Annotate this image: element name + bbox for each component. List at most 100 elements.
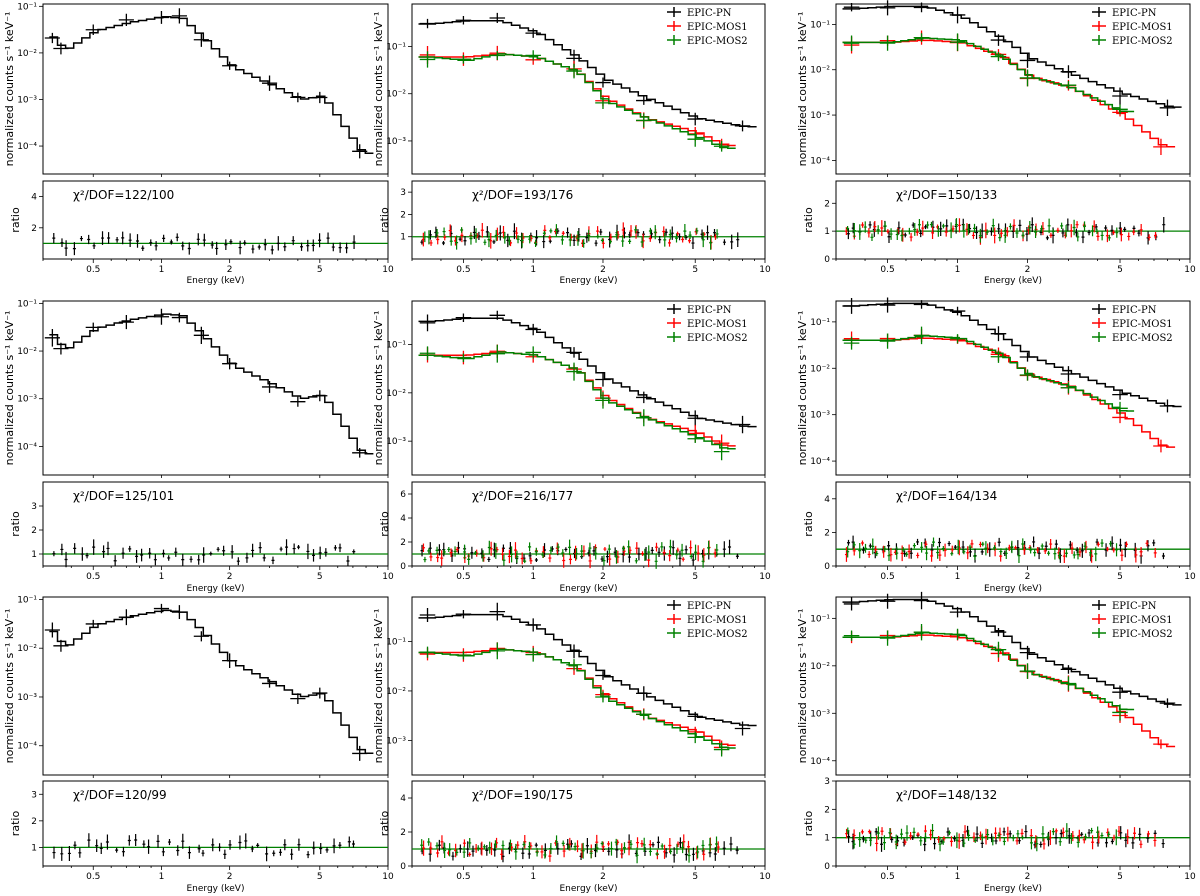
ratio-point	[324, 548, 328, 557]
ratio-point	[887, 230, 891, 244]
ratio-point	[562, 553, 566, 568]
ratio-point	[903, 232, 907, 238]
legend-marker	[667, 318, 681, 328]
ratio-point	[1107, 234, 1111, 241]
ratio-point	[1064, 549, 1068, 558]
ratio-point	[876, 225, 880, 235]
ratio-point	[141, 245, 145, 252]
ratio-point	[876, 826, 880, 840]
ratio-point	[1051, 828, 1055, 836]
ratio-point	[1072, 219, 1076, 236]
data-point	[879, 297, 896, 313]
ratio-point	[688, 231, 692, 240]
data-point	[1019, 69, 1036, 87]
data-point	[1019, 352, 1036, 362]
ratio-point	[671, 540, 675, 555]
ratio-point	[482, 844, 486, 850]
ratio-point	[971, 231, 975, 239]
ratio-point	[489, 232, 493, 249]
ratio-point	[852, 839, 856, 849]
ratio-point	[423, 231, 427, 243]
spectrum-ylabel: normalized counts s⁻¹ keV⁻¹	[372, 609, 385, 764]
ratio-point	[938, 549, 942, 562]
ratio-point	[345, 242, 349, 254]
ratio-point	[1059, 829, 1063, 838]
ratio-point	[1105, 229, 1109, 243]
data-point	[171, 312, 187, 323]
ratio-point	[681, 841, 685, 854]
ratio-point	[209, 551, 213, 556]
ratio-point	[915, 228, 919, 236]
y-tick-label: 10⁻¹	[386, 341, 406, 351]
ratio-point	[595, 843, 599, 853]
x-tick-label: 0.5	[456, 265, 470, 275]
data-point	[1153, 739, 1169, 749]
ratio-point	[729, 836, 733, 852]
ratio-point	[487, 232, 491, 248]
ratio-point	[181, 553, 185, 566]
ratio-point	[463, 235, 467, 246]
model-curve-data	[49, 313, 374, 455]
ratio-frame	[42, 180, 389, 260]
x-tick-label: 2	[227, 572, 233, 582]
y-tick-label: 0	[400, 862, 406, 872]
ratio-point	[984, 828, 988, 845]
ratio-point	[250, 845, 254, 853]
ratio-point	[1036, 546, 1040, 554]
ratio-point	[175, 233, 179, 242]
ratio-point	[860, 540, 864, 546]
ratio-point	[942, 836, 946, 842]
ratio-point	[541, 552, 545, 559]
ratio-point	[67, 845, 71, 861]
data-point	[455, 55, 472, 64]
ratio-point	[488, 841, 492, 854]
x-tick-label: 2	[227, 265, 233, 275]
legend-label: EPIC-PN	[1112, 8, 1157, 19]
data-point	[566, 644, 582, 659]
ratio-point	[933, 837, 937, 850]
data-point	[153, 603, 170, 614]
data-point	[419, 314, 436, 332]
data-point	[419, 646, 436, 658]
x-tick-label: 0.5	[456, 572, 470, 582]
chi2-annotation: χ²/DOF=122/100	[73, 188, 174, 202]
ratio-point	[592, 546, 596, 556]
ratio-point	[947, 830, 951, 836]
ratio-point	[78, 847, 82, 858]
ratio-point	[270, 245, 274, 255]
x-tick-label: 5	[692, 872, 698, 882]
ratio-point	[1084, 833, 1088, 841]
ratio-point	[325, 846, 329, 853]
data-point	[53, 342, 69, 355]
y-tick-label: 2	[824, 199, 830, 209]
data-point	[734, 120, 751, 132]
ratio-point	[1114, 829, 1118, 846]
ratio-point	[474, 228, 478, 243]
ratio-point	[1115, 227, 1119, 238]
data-point	[261, 381, 278, 393]
spectrum-frame	[411, 3, 766, 175]
ratio-point	[973, 837, 977, 843]
ratio-point	[575, 548, 579, 560]
data-point	[687, 731, 703, 744]
data-point	[261, 75, 278, 91]
ratio-point	[1034, 226, 1038, 238]
spectrum-ylabel: normalized counts s⁻¹ keV⁻¹	[3, 12, 16, 167]
ratio-point	[230, 545, 234, 559]
ratio-point	[1080, 832, 1084, 837]
ratio-point	[581, 842, 585, 859]
ratio-point	[520, 233, 524, 248]
ratio-point	[332, 838, 336, 854]
ratio-point	[875, 551, 879, 557]
data-point	[85, 24, 101, 36]
x-tick-label: 5	[692, 265, 698, 275]
ratio-point	[60, 543, 64, 556]
ratio-point	[999, 548, 1003, 555]
data-point	[843, 298, 860, 314]
y-tick-label: 2	[31, 817, 37, 827]
ratio-point	[991, 218, 995, 233]
ratio-point	[548, 235, 552, 241]
x-tick-label: 5	[1117, 872, 1123, 882]
ratio-point	[251, 543, 255, 558]
